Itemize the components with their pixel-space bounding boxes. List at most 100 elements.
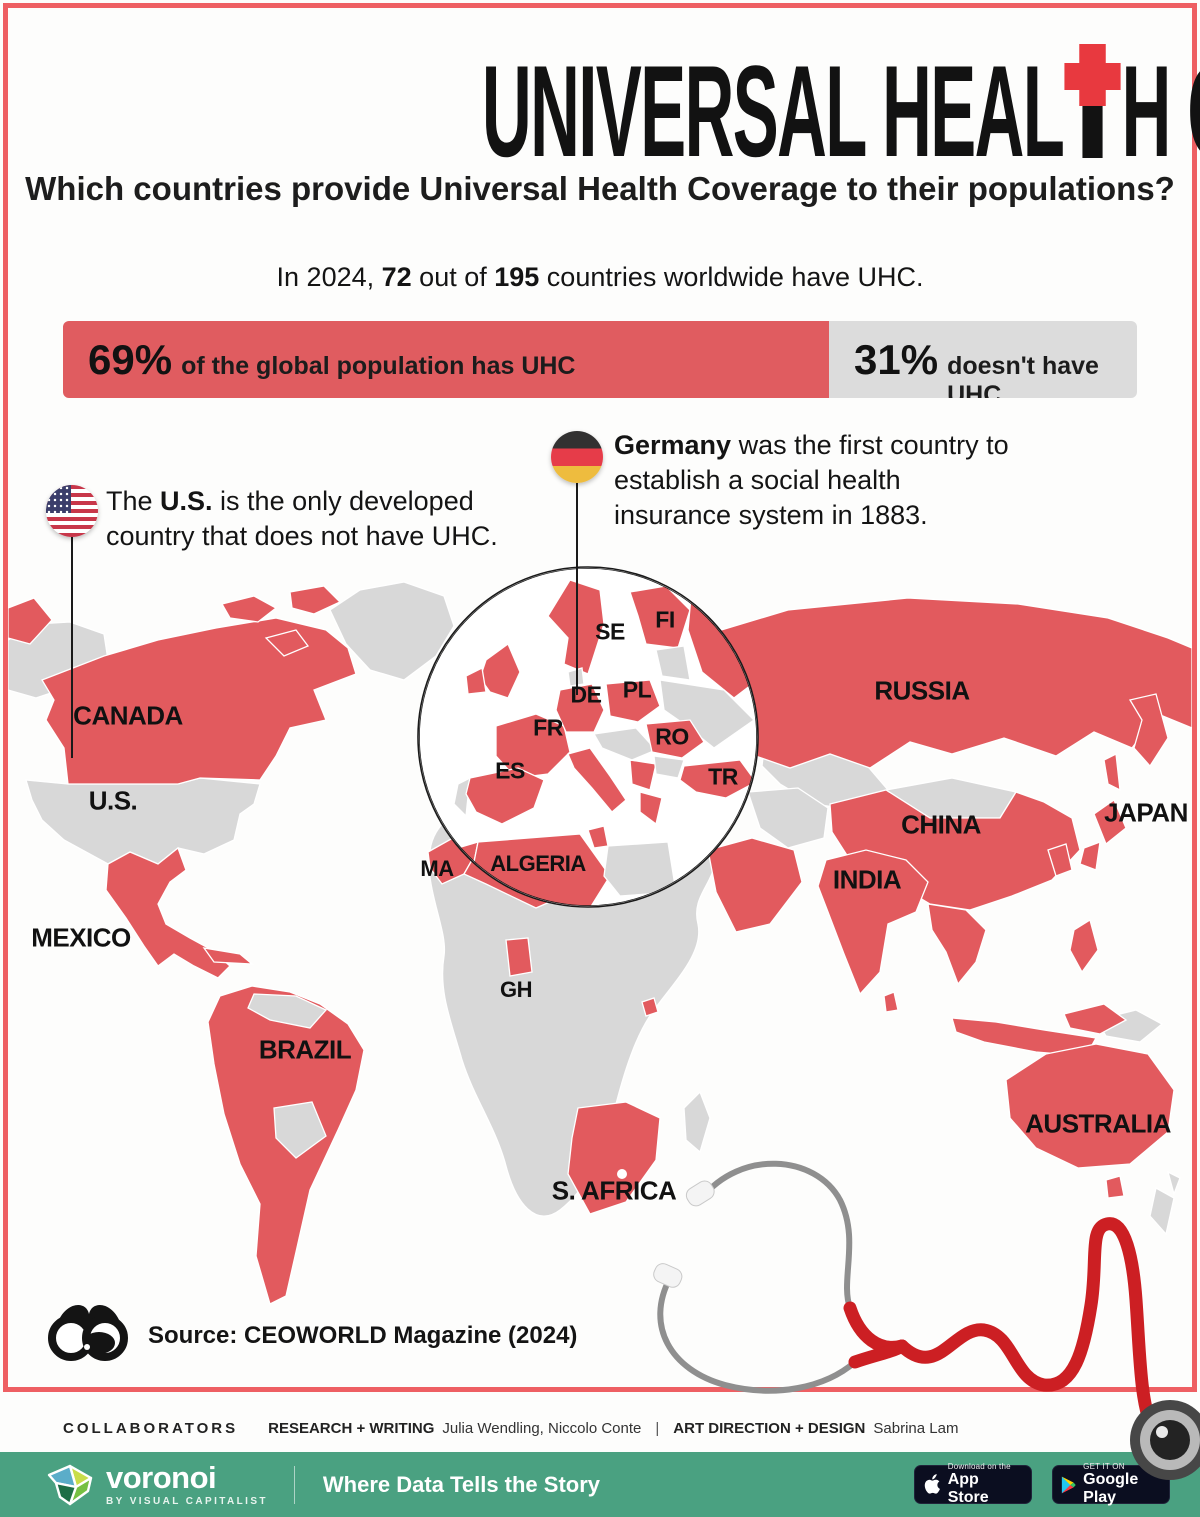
has-uhc-label: of the global population has UHC xyxy=(181,352,576,380)
map-canada-island2 xyxy=(289,585,342,615)
art-direction-names: Sabrina Lam xyxy=(873,1419,959,1437)
germany-flag-icon xyxy=(551,431,603,483)
research-writing-role: RESEARCH + WRITING xyxy=(268,1419,435,1437)
map-label-algeria: ALGERIA xyxy=(490,851,586,876)
us-pointer-line xyxy=(71,537,73,758)
title-text-pre: UNIVERSAL HEAL xyxy=(481,38,1065,184)
map-bulgaria xyxy=(653,755,685,779)
us-callout-post: is the only developed country that does … xyxy=(106,486,498,552)
map-label-china: CHINA xyxy=(901,809,981,840)
map-label-canada: CANADA xyxy=(73,700,183,731)
stat-mid: out of xyxy=(411,262,495,292)
map-germany xyxy=(555,683,605,733)
map-new-zealand xyxy=(1149,1187,1175,1236)
map-label-spain: ES xyxy=(495,757,525,784)
voronoi-logo-icon xyxy=(47,1464,93,1505)
map-ukraine-belarus xyxy=(659,679,756,749)
stat-uhc-count: 72 xyxy=(381,262,412,292)
map-sri-lanka xyxy=(883,991,899,1013)
map-label-japan: JAPAN xyxy=(1104,797,1188,828)
map-label-us: U.S. xyxy=(88,785,138,816)
no-uhc-label: doesn't have UHC xyxy=(947,352,1099,398)
map-kamchatka xyxy=(1128,693,1169,768)
has-uhc-percent: 69% xyxy=(88,336,173,383)
collaborators-bar: COLLABORATORS RESEARCH + WRITING Julia W… xyxy=(63,1408,1163,1448)
us-flag-icon xyxy=(46,485,98,537)
stat-pre: In 2024, xyxy=(276,262,382,292)
map-rwanda xyxy=(641,997,659,1017)
app-store-tagline: Download on the xyxy=(947,1461,1011,1471)
map-france xyxy=(495,713,571,779)
voronoi-wordmark: voronoi BY VISUAL CAPITALIST xyxy=(106,1462,268,1507)
map-saudi-arabia xyxy=(707,837,803,933)
map-canada xyxy=(41,617,357,785)
germany-callout-bold: Germany xyxy=(614,430,732,460)
us-callout-pre: The xyxy=(106,486,161,516)
footer-tagline: Where Data Tells the Story xyxy=(322,1471,601,1497)
stat-post: countries worldwide have UHC. xyxy=(539,262,924,292)
map-australia xyxy=(1005,1043,1175,1169)
footer-divider xyxy=(293,1465,295,1504)
map-label-sweden: SE xyxy=(595,618,625,645)
map-greece xyxy=(639,791,663,826)
map-poland xyxy=(605,679,661,723)
map-label-germany: DE xyxy=(570,681,602,708)
map-ghana xyxy=(505,937,533,977)
map-sakhalin xyxy=(1103,753,1121,792)
map-balkans xyxy=(629,759,657,791)
map-spain xyxy=(465,767,545,825)
map-libya xyxy=(603,841,677,897)
map-label-mexico: MEXICO xyxy=(31,922,131,953)
title-text-post: H COVERAGE xyxy=(1121,38,1200,184)
map-madagascar xyxy=(683,1090,711,1154)
map-korea xyxy=(1047,843,1073,877)
map-japan-north xyxy=(1093,799,1127,846)
google-play-badge[interactable]: GET IT ON Google Play xyxy=(1052,1461,1170,1506)
apple-icon xyxy=(924,1474,940,1494)
map-canada-island3 xyxy=(264,629,310,657)
google-play-tagline: GET IT ON xyxy=(1083,1461,1125,1471)
map-usa xyxy=(25,777,261,865)
coverage-bar-no-uhc: 31% doesn't have UHC xyxy=(829,321,1137,398)
app-store-name: App Store xyxy=(947,1471,989,1506)
map-label-romania: RO xyxy=(655,723,689,750)
map-philippines xyxy=(1069,918,1099,974)
map-lesotho xyxy=(617,1169,627,1179)
coverage-bar-has-uhc: 69% of the global population has UHC xyxy=(63,321,830,398)
map-label-france: FR xyxy=(533,714,563,741)
map-baltics xyxy=(655,645,691,681)
map-label-australia: AUSTRALIA xyxy=(1025,1108,1171,1139)
no-uhc-percent: 31% xyxy=(854,336,939,383)
map-label-india: INDIA xyxy=(832,864,902,895)
map-new-zealand-north xyxy=(1166,1170,1181,1197)
map-label-russia: RUSSIA xyxy=(874,675,970,706)
footer-bar: voronoi BY VISUAL CAPITALIST Where Data … xyxy=(0,1452,1200,1517)
app-store-badge[interactable]: Download on the App Store xyxy=(914,1461,1032,1506)
map-bolivia-paraguay xyxy=(273,1101,327,1159)
art-direction-role: ART DIRECTION + DESIGN xyxy=(673,1419,866,1437)
germany-callout: Germany was the first country to establi… xyxy=(614,428,1024,533)
map-label-brazil: BRAZIL xyxy=(258,1034,352,1065)
map-label-south-africa: S. AFRICA xyxy=(551,1175,677,1206)
us-callout: The U.S. is the only developed country t… xyxy=(106,484,506,554)
map-turkey xyxy=(679,759,757,799)
coverage-bar: 69% of the global population has UHC 31%… xyxy=(63,321,1137,398)
source-logo xyxy=(48,1304,128,1361)
map-canada-island1 xyxy=(221,595,278,623)
store-badges: Download on the App Store GET IT ON Goog… xyxy=(914,1461,1170,1506)
collaborators-separator: | xyxy=(655,1419,660,1437)
source-text: Source: CEOWORLD Magazine (2024) xyxy=(148,1322,578,1349)
map-india xyxy=(817,849,929,996)
map-central-europe xyxy=(592,727,658,761)
google-play-name: Google Play xyxy=(1083,1471,1139,1506)
map-portugal xyxy=(453,776,471,818)
map-chukotka xyxy=(8,597,53,645)
map-venezuela-guyana xyxy=(247,993,328,1029)
map-middle-east xyxy=(747,787,829,849)
map-label-ghana: GH xyxy=(500,977,533,1002)
map-japan-south xyxy=(1079,841,1101,871)
map-south-africa xyxy=(567,1101,661,1215)
map-cuba xyxy=(202,947,254,965)
map-label-finland: FI xyxy=(655,606,675,633)
